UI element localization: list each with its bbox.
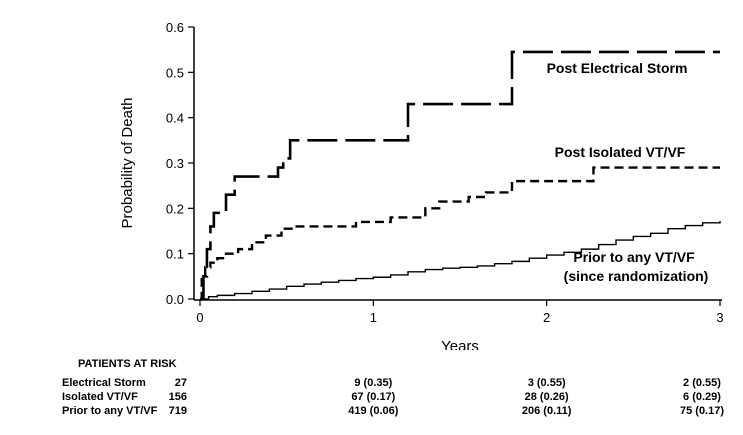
risk-row: Electrical Storm 27 9 (0.35) 3 (0.55) 2 (0.5… [0, 377, 743, 391]
risk-cell: 9 (0.35) [354, 377, 393, 389]
risk-group-name: Prior to any VT/VF [62, 405, 158, 417]
risk-cell: 3 (0.55) [527, 377, 566, 389]
y-tick-label: 0.0 [166, 292, 184, 307]
series-labels: Post Electrical Storm Post Isolated VT/VF… [547, 60, 709, 284]
axes: 0.0 0.1 0.2 0.3 0.4 0.5 0.6 0 1 2 3 [166, 20, 724, 325]
y-tick-label: 0.2 [166, 201, 184, 216]
risk-cell: 206 (0.11) [521, 405, 572, 417]
risk-cell: 75 (0.17) [679, 405, 725, 417]
risk-row: Isolated VT/VF 156 67 (0.17) 28 (0.26) 6 (0.… [0, 391, 743, 405]
series-line-3 [200, 221, 721, 300]
risk-cell: 419 (0.06) [348, 405, 399, 417]
y-tick-label: 0.6 [166, 20, 184, 35]
risk-group-n: 27 [174, 377, 187, 389]
x-tick-label: 0 [196, 310, 203, 325]
risk-row: Prior to any VT/VF 719 419 (0.06) 206 (0.11… [0, 405, 743, 419]
x-tick-label: 1 [370, 310, 377, 325]
risk-cell: 2 (0.55) [683, 377, 721, 389]
series-label-3: Prior to any VT/VF [573, 249, 695, 265]
x-axis-title: Years [441, 338, 479, 350]
series-line-2 [200, 166, 720, 301]
curves [200, 50, 721, 301]
x-tick-label: 2 [543, 310, 550, 325]
y-tick-label: 0.1 [166, 247, 184, 262]
x-tick-label: 3 [716, 310, 723, 325]
y-tick-label: 0.4 [166, 111, 184, 126]
risk-cell: 67 (0.17) [351, 391, 396, 403]
y-tick-label: 0.5 [166, 65, 184, 80]
series-label-2: Post Isolated VT/VF [555, 144, 686, 160]
risk-group-n: 719 [168, 405, 187, 417]
km-chart: 0.0 0.1 0.2 0.3 0.4 0.5 0.6 0 1 2 3 Post Electrica… [119, 20, 724, 350]
risk-group-name: Electrical Storm [62, 377, 146, 389]
series-label-3: (since randomization) [564, 268, 709, 284]
y-axis-title: Probability of Death [119, 98, 136, 229]
risk-cell: 6 (0.29) [683, 391, 721, 403]
y-tick-label: 0.3 [166, 156, 184, 171]
risk-table-title: PATIENTS AT RISK [78, 358, 177, 370]
risk-group-name: Isolated VT/VF [62, 391, 138, 403]
risk-group-n: 156 [168, 391, 187, 403]
series-line-1 [200, 50, 720, 301]
risk-cell: 28 (0.26) [524, 391, 569, 403]
series-label-1: Post Electrical Storm [547, 60, 688, 76]
